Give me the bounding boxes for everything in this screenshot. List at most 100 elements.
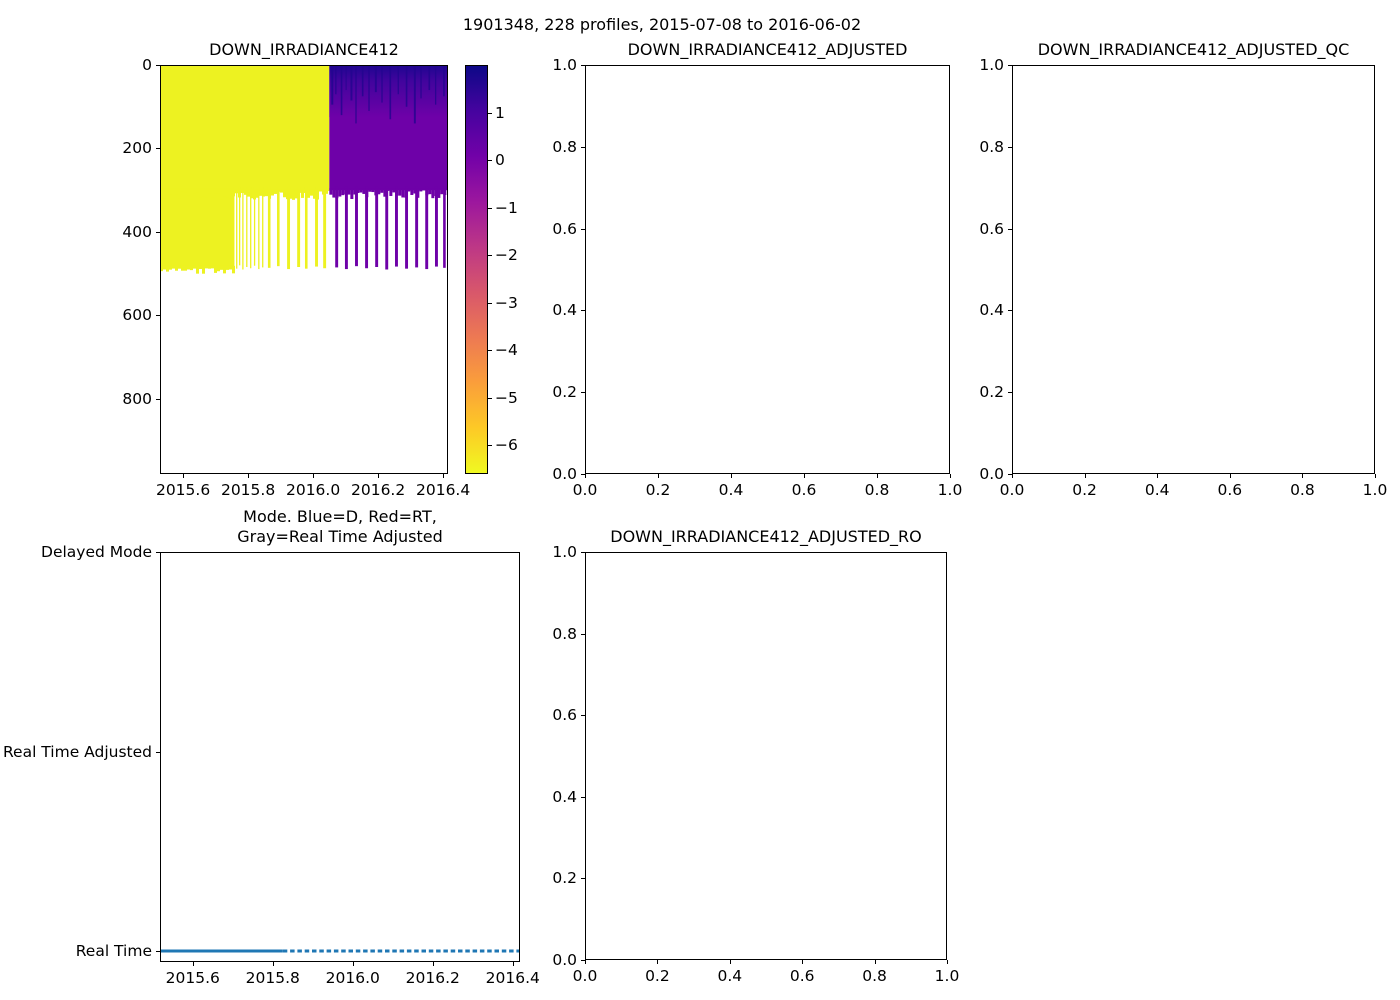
heatmap-deep-stripe <box>253 186 256 266</box>
heatmap-edge-jitter <box>202 265 205 274</box>
x-tick-mark <box>1302 474 1304 478</box>
x-tick-mark <box>1157 474 1159 478</box>
x-tick-label: 2016.2 <box>405 969 460 987</box>
heatmap-edge-jitter <box>220 265 223 270</box>
heatmap-edge-jitter <box>214 265 217 273</box>
heatmap-edge-jitter <box>169 265 172 270</box>
heatmap-deep-stripe <box>304 186 308 269</box>
heatmap-edge-jitter <box>304 189 307 194</box>
axes-title-down-irradiance412-adjusted-ro: DOWN_IRRADIANCE412_ADJUSTED_RO <box>610 527 922 546</box>
heatmap-edge-jitter <box>283 189 286 198</box>
heatmap-edge-jitter <box>353 188 357 195</box>
y-tick-label: 0.0 <box>552 465 577 483</box>
y-tick-mark <box>156 398 160 400</box>
y-tick-mark <box>581 474 585 475</box>
x-tick-label: 2015.6 <box>155 481 211 499</box>
heatmap-region-yellow <box>160 65 330 192</box>
heatmap-region-dark-top <box>329 65 448 118</box>
heatmap-dark-streak <box>345 65 347 91</box>
heatmap-dark-streak <box>350 65 353 101</box>
heatmap-edge-jitter <box>350 188 354 200</box>
colorbar-tick-label: −2 <box>495 246 518 265</box>
y-tick-label: 200 <box>122 139 152 158</box>
heatmap-edge-jitter <box>286 189 289 200</box>
heatmap-edge-jitter <box>362 188 366 194</box>
heatmap-deep-stripe <box>236 186 238 269</box>
x-tick-label: 1.0 <box>934 967 960 985</box>
heatmap-edge-jitter <box>220 189 223 200</box>
heatmap-edge-jitter <box>208 189 211 194</box>
y-tick-label: 0.2 <box>979 383 1004 402</box>
heatmap-edge-jitter <box>169 189 172 195</box>
heatmap-dark-streak <box>368 65 370 111</box>
heatmap-edge-jitter <box>322 189 325 195</box>
x-tick-mark <box>731 474 732 478</box>
y-tick-label: 600 <box>122 306 152 325</box>
heatmap-dark-streak <box>389 65 392 120</box>
heatmap-deep-stripe <box>323 186 327 269</box>
heatmap-edge-jitter <box>226 265 229 270</box>
heatmap-edge-jitter <box>229 189 232 199</box>
heatmap-edge-jitter <box>440 188 444 195</box>
heatmap-edge-jitter <box>392 188 396 193</box>
y-tick-mark <box>1008 474 1012 475</box>
y-tick-mark <box>1008 392 1012 394</box>
y-tick-mark <box>581 633 585 635</box>
x-tick-mark <box>378 474 380 478</box>
x-tick-mark <box>585 474 586 478</box>
heatmap-edge-jitter <box>329 188 333 195</box>
heatmap-deep-stripe <box>443 186 446 268</box>
heatmap-edge-jitter <box>295 189 298 199</box>
heatmap-edge-jitter <box>163 265 166 270</box>
heatmap-edge-jitter <box>199 189 202 198</box>
heatmap-edge-jitter <box>292 189 295 200</box>
y-tick-label: Real Time Adjusted <box>2 742 152 761</box>
heatmap-dark-streak <box>434 65 437 105</box>
heatmap-edge-jitter <box>316 189 319 200</box>
x-tick-mark <box>248 474 250 478</box>
heatmap-deep-stripe <box>315 186 318 267</box>
y-tick-mark <box>581 878 585 880</box>
x-tick-mark <box>950 474 951 478</box>
heatmap-edge-jitter <box>274 189 277 194</box>
heatmap-edge-jitter <box>235 189 238 194</box>
heatmap-edge-jitter <box>205 265 208 269</box>
heatmap-dark-streak <box>335 65 337 95</box>
x-tick-mark <box>443 474 445 478</box>
heatmap-edge-jitter <box>434 188 438 196</box>
x-tick-mark <box>313 474 315 478</box>
heatmap-edge-jitter <box>431 188 435 199</box>
heatmap-deep-stripe <box>375 186 379 267</box>
x-tick-label: 0.6 <box>791 481 817 499</box>
heatmap-deep-stripe <box>246 186 248 267</box>
x-tick-mark <box>585 960 586 964</box>
x-tick-mark <box>192 962 194 966</box>
heatmap-edge-jitter <box>374 188 378 196</box>
colorbar-tick-mark <box>488 397 492 399</box>
heatmap-edge-jitter <box>268 189 271 199</box>
colorbar-tick-mark <box>488 255 492 257</box>
heatmap-deep-stripe <box>258 186 260 270</box>
heatmap-edge-jitter <box>422 188 426 191</box>
heatmap-edge-jitter <box>395 188 399 196</box>
heatmap-dark-streak <box>355 65 357 124</box>
colorbar-tick-label: −5 <box>495 388 518 407</box>
colorbar <box>465 65 488 474</box>
heatmap-edge-jitter <box>214 189 217 194</box>
heatmap-deep-stripe <box>267 186 271 268</box>
heatmap-edge-jitter <box>277 189 280 192</box>
heatmap-edge-jitter <box>256 189 259 198</box>
y-tick-label: 0.4 <box>552 301 577 320</box>
heatmap-edge-jitter <box>190 265 193 271</box>
axes-title-mode: Mode. Blue=D, Red=RT, Gray=Real Time Adj… <box>237 507 443 546</box>
y-tick-mark <box>581 65 585 66</box>
x-tick-label: 0.2 <box>1072 481 1097 499</box>
heatmap-edge-jitter <box>238 189 241 198</box>
heatmap-edge-jitter <box>190 189 193 200</box>
heatmap-edge-jitter <box>175 189 178 195</box>
heatmap-deep-stripe <box>385 186 389 270</box>
heatmap-edge-jitter <box>184 189 187 193</box>
heatmap-edge-jitter <box>410 188 414 195</box>
heatmap-edge-jitter <box>229 265 232 270</box>
